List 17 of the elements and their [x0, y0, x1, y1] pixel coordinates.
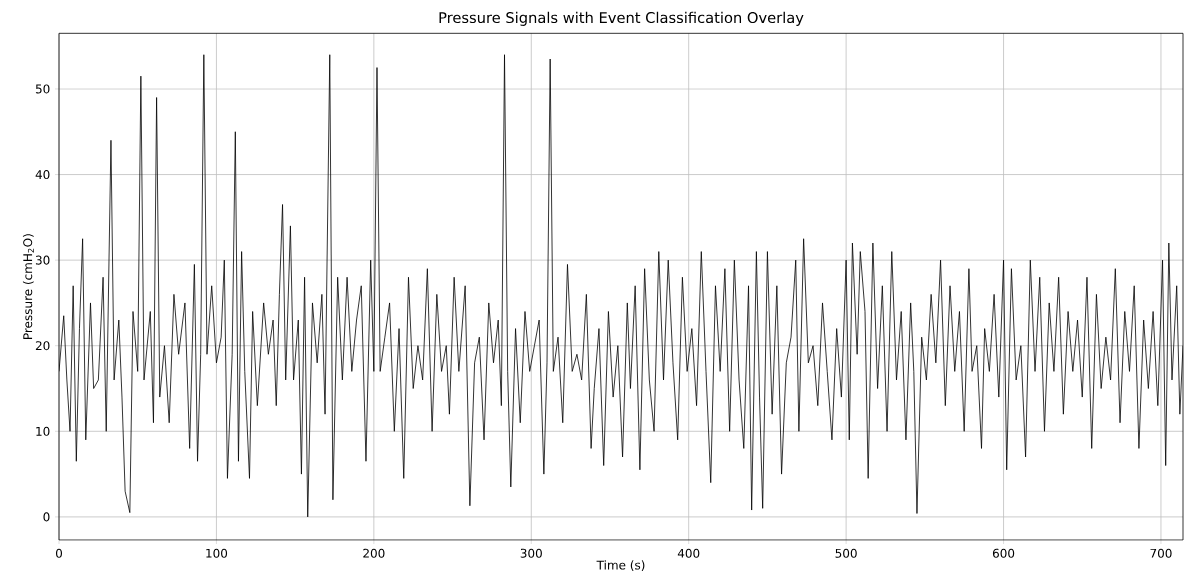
y-tick-label: 0: [43, 512, 50, 522]
x-tick-label: 0: [55, 548, 63, 558]
y-tick-label: 50: [35, 84, 50, 94]
x-tick-label: 400: [677, 548, 700, 558]
y-axis-title: Pressure (cmH$_{2}$O): [22, 234, 34, 339]
x-tick-label: 200: [363, 548, 385, 558]
y-tick-label: 30: [35, 255, 50, 265]
x-tick-label: 100: [206, 548, 228, 558]
x-axis-title: Time (s): [596, 560, 645, 571]
x-tick-label: 600: [992, 548, 1015, 558]
x-tick-label: 500: [835, 548, 857, 558]
chart-title: Pressure Signals with Event Classification Overlay: [439, 11, 804, 26]
y-tick-label: 10: [36, 426, 50, 436]
y-tick-label: 40: [35, 170, 50, 180]
x-tick-label: 300: [520, 548, 542, 558]
y-tick-label: 20: [35, 341, 50, 351]
x-tick-label: 700: [1150, 548, 1172, 558]
